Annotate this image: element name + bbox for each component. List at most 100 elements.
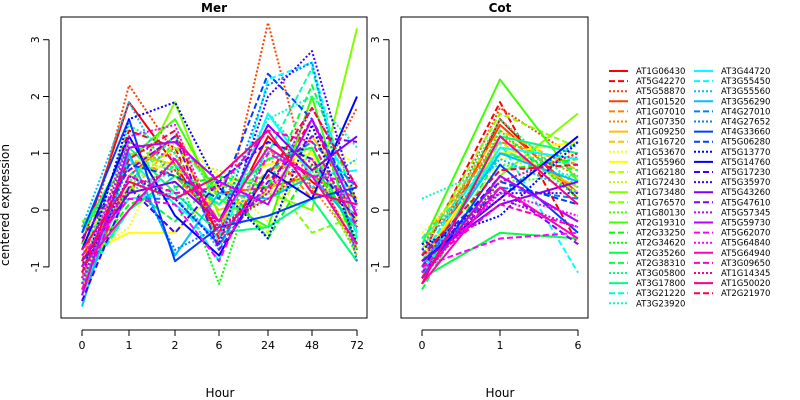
x-tick-label-mer-1: 1 xyxy=(126,339,133,352)
legend-label-at1g14345: AT1G14345 xyxy=(721,269,770,279)
legend-label-at5g62070: AT5G62070 xyxy=(721,229,770,239)
series-line-cot-at1g14345 xyxy=(421,152,579,279)
legend-label-at2g19310: AT2G19310 xyxy=(636,219,685,229)
panel-cot-axes: 0 1 6 -1 0 1 2 3 xyxy=(369,36,582,352)
x-tick-label-mer-48: 48 xyxy=(305,339,319,352)
legend-label-at1g73480: AT1G73480 xyxy=(636,188,685,198)
legend-label-at1g16720: AT1G16720 xyxy=(636,138,685,148)
x-tick-label-cot-1: 1 xyxy=(497,339,504,352)
series-line-mer-at5g47610 xyxy=(81,135,358,251)
series-line-cot-at5g62070 xyxy=(421,231,579,268)
legend-label-at1g62180: AT1G62180 xyxy=(636,168,685,178)
series-line-mer-at5g57345 xyxy=(81,106,358,285)
x-tick-label-mer-24: 24 xyxy=(261,339,275,352)
series-line-mer-at3g55450 xyxy=(81,61,358,263)
y-tick-label-mer-1: 1 xyxy=(29,150,42,157)
series-line-cot-at5g35970 xyxy=(421,192,578,251)
legend-label-at1g72430: AT1G72430 xyxy=(636,178,685,188)
legend-label-at1g80130: AT1G80130 xyxy=(636,208,685,218)
panel-mer-axes: 0 1 2 6 24 48 72 -1 0 1 2 3 xyxy=(29,36,364,352)
panel-cot-lines xyxy=(421,78,579,291)
series-line-mer-at5g35970 xyxy=(81,50,358,274)
series-line-mer-at5g59730 xyxy=(81,118,358,296)
y-tick-label-mer--1: -1 xyxy=(29,261,42,272)
legend-label-at3g55450: AT3G55450 xyxy=(721,77,770,87)
legend-label-at3g23920: AT3G23920 xyxy=(636,299,685,309)
legend-label-at4g27652: AT4G27652 xyxy=(721,118,770,128)
y-tick-label-cot-0: 0 xyxy=(369,207,382,214)
legend-label-at2g21970: AT2G21970 xyxy=(721,289,770,299)
legend-label-at1g55960: AT1G55960 xyxy=(636,158,685,168)
x-tick-label-cot-6: 6 xyxy=(575,339,582,352)
legend-label-at3g09650: AT3G09650 xyxy=(721,259,770,269)
legend-label-at3g55560: AT3G55560 xyxy=(721,87,770,97)
series-line-mer-at2g21970 xyxy=(81,106,358,273)
legend-label-at3g17800: AT3G17800 xyxy=(636,279,685,289)
series-line-cot-at1g76570 xyxy=(421,112,579,251)
series-line-cot-at5g59730 xyxy=(421,175,579,279)
legend-label-at1g53670: AT1G53670 xyxy=(636,148,685,158)
series-line-cot-at3g21220 xyxy=(421,152,579,240)
series-line-mer-at3g21220 xyxy=(81,67,358,285)
series-line-mer-at1g14345 xyxy=(81,163,358,262)
series-line-cot-at1g50020 xyxy=(421,135,579,285)
legend-label-at5g47610: AT5G47610 xyxy=(721,198,770,208)
legend-label-at3g44720: AT3G44720 xyxy=(721,67,770,77)
legend-label-at2g33250: AT2G33250 xyxy=(636,229,685,239)
y-tick-label-mer-2: 2 xyxy=(29,93,42,100)
legend-label-at1g06430: AT1G06430 xyxy=(636,67,685,77)
series-line-mer-at1g50020 xyxy=(81,129,358,251)
series-line-cot-at3g55450 xyxy=(421,140,579,274)
legend-label-at5g58870: AT5G58870 xyxy=(636,87,685,97)
panel-mer-x-axis-title: Hour xyxy=(206,386,235,400)
panel-title-mer: Mer xyxy=(201,1,227,15)
legend-label-at1g01520: AT1G01520 xyxy=(636,97,685,107)
series-line-mer-at5g13770 xyxy=(81,101,358,279)
legend-label-at5g59730: AT5G59730 xyxy=(721,219,770,229)
legend-label-at1g07010: AT1G07010 xyxy=(636,107,685,117)
legend-label-at3g21220: AT3G21220 xyxy=(636,289,685,299)
legend-label-at5g13770: AT5G13770 xyxy=(721,148,770,158)
y-tick-label-cot-3: 3 xyxy=(369,36,382,43)
legend-label-at5g57345: AT5G57345 xyxy=(721,208,770,218)
legend-label-at5g64840: AT5G64840 xyxy=(721,239,770,249)
series-line-cot-at3g09650 xyxy=(421,203,579,268)
series-line-cot-at1g01520 xyxy=(421,123,579,268)
series-line-mer-at5g64840 xyxy=(81,123,358,279)
y-tick-label-cot-2: 2 xyxy=(369,93,382,100)
series-line-mer-at5g64940 xyxy=(81,146,358,268)
legend-label-at5g64940: AT5G64940 xyxy=(721,249,770,259)
legend-label-at3g05800: AT3G05800 xyxy=(636,269,685,279)
legend-label-at1g07350: AT1G07350 xyxy=(636,118,685,128)
legend-label-at5g35970: AT5G35970 xyxy=(721,178,770,188)
legend: AT1G06430AT5G42270AT5G58870AT1G01520AT1G… xyxy=(609,67,770,309)
x-tick-label-mer-72: 72 xyxy=(350,339,364,352)
legend-label-at2g35260: AT2G35260 xyxy=(636,249,685,259)
panel-cot-frame xyxy=(400,16,589,319)
panel-title-cot: Cot xyxy=(489,1,512,15)
y-tick-label-mer-0: 0 xyxy=(29,207,42,214)
y-tick-label-mer-3: 3 xyxy=(29,36,42,43)
panel-mer-frame xyxy=(60,16,368,319)
legend-label-at2g34620: AT2G34620 xyxy=(636,239,685,249)
y-tick-label-cot-1: 1 xyxy=(369,150,382,157)
legend-label-at5g17230: AT5G17230 xyxy=(721,168,770,178)
legend-label-at1g76570: AT1G76570 xyxy=(636,198,685,208)
legend-label-at4g33660: AT4G33660 xyxy=(721,128,770,138)
x-tick-label-cot-0: 0 xyxy=(419,339,426,352)
legend-label-at5g14760: AT5G14760 xyxy=(721,158,770,168)
legend-label-at3g56290: AT3G56290 xyxy=(721,97,770,107)
series-line-cot-at2g35260 xyxy=(421,231,579,280)
series-line-cot-at5g64940 xyxy=(421,186,579,285)
series-line-mer-at3g55560 xyxy=(81,101,358,251)
legend-label-at1g50020: AT1G50020 xyxy=(721,279,770,289)
series-line-mer-at5g62070 xyxy=(81,152,358,263)
legend-label-at4g27010: AT4G27010 xyxy=(721,107,770,117)
legend-label-at5g42270: AT5G42270 xyxy=(636,77,685,87)
legend-label-at5g06280: AT5G06280 xyxy=(721,138,770,148)
y-tick-label-cot--1: -1 xyxy=(369,261,382,272)
legend-label-at5g43260: AT5G43260 xyxy=(721,188,770,198)
series-line-cot-at5g42270 xyxy=(421,101,579,256)
